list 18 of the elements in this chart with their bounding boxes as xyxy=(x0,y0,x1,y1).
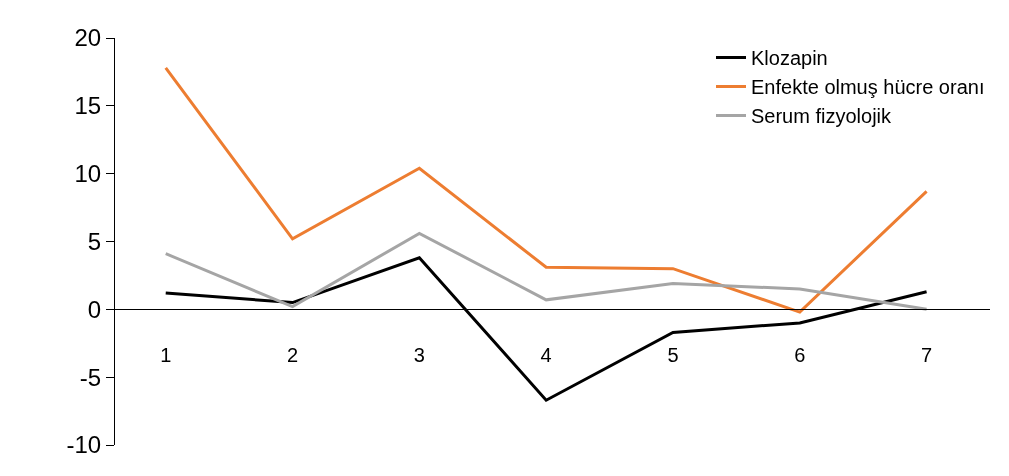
y-tick-label: -5 xyxy=(79,363,102,391)
line-series xyxy=(164,231,929,311)
y-tick-label: 5 xyxy=(87,227,102,255)
x-tick-label: 3 xyxy=(413,344,425,367)
x-tick-label: 5 xyxy=(667,344,679,367)
y-tick-label: 10 xyxy=(74,160,102,188)
x-tick-label: 2 xyxy=(286,344,299,367)
legend-label: Klozapin xyxy=(751,47,828,70)
y-tick-label: 20 xyxy=(74,24,102,52)
x-tick-label: 7 xyxy=(921,344,933,367)
legend-label: Enfekte olmuş hücre oranı xyxy=(751,76,985,99)
x-tick-label: 6 xyxy=(794,344,806,367)
x-tick-label: 4 xyxy=(540,344,552,367)
y-tick-label: 15 xyxy=(74,92,102,120)
y-tick-label: 0 xyxy=(87,295,102,323)
y-tick-label: -10 xyxy=(66,431,102,459)
x-tick-label: 1 xyxy=(160,344,172,367)
legend-label: Serum fizyolojik xyxy=(751,105,893,128)
